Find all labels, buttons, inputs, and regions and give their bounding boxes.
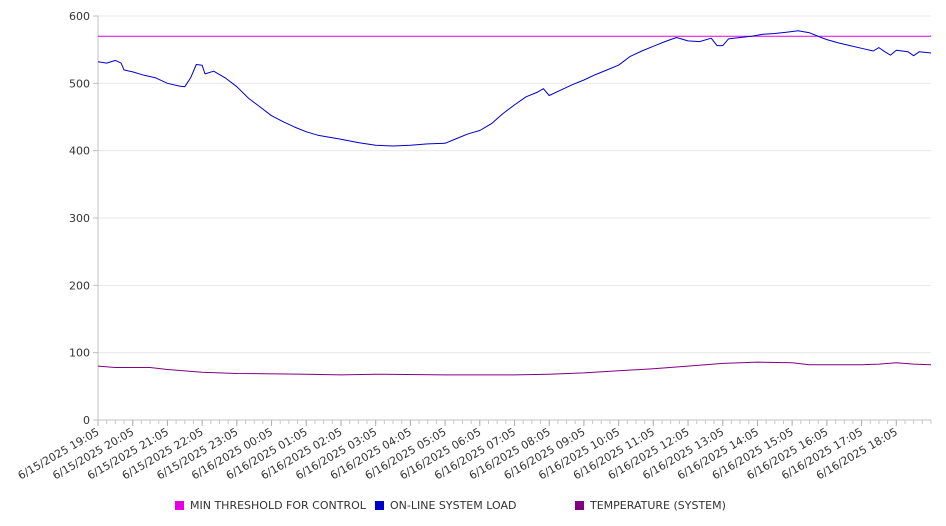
y-axis: 0 100 200 300 400 500 600 xyxy=(69,10,99,427)
legend-label: TEMPERATURE (SYSTEM) xyxy=(590,498,726,512)
y-tick-label: 600 xyxy=(69,10,90,23)
legend-item-system-load: ON-LINE SYSTEM LOAD xyxy=(375,498,516,512)
y-tick-label: 100 xyxy=(69,347,90,360)
y-tick-label: 0 xyxy=(83,414,90,427)
y-tick-label: 400 xyxy=(69,145,90,158)
series-line-system-load xyxy=(97,30,932,147)
grid-lines xyxy=(98,15,931,354)
y-tick-label: 300 xyxy=(69,212,90,225)
legend-swatch xyxy=(575,500,584,510)
legend-item-min-threshold: MIN THRESHOLD FOR CONTROL xyxy=(175,498,366,512)
legend-item-temperature: TEMPERATURE (SYSTEM) xyxy=(575,498,726,512)
legend-swatch xyxy=(375,500,384,510)
legend-label: ON-LINE SYSTEM LOAD xyxy=(390,498,517,512)
legend-swatch xyxy=(175,500,184,510)
y-tick-label: 200 xyxy=(69,279,90,292)
legend-label: MIN THRESHOLD FOR CONTROL xyxy=(190,498,366,512)
series-lines xyxy=(97,30,932,376)
y-tick-label: 500 xyxy=(69,77,90,90)
series-line-temperature xyxy=(97,361,932,376)
x-axis: 6/15/2025 19:056/15/2025 20:056/15/2025 … xyxy=(16,419,932,482)
